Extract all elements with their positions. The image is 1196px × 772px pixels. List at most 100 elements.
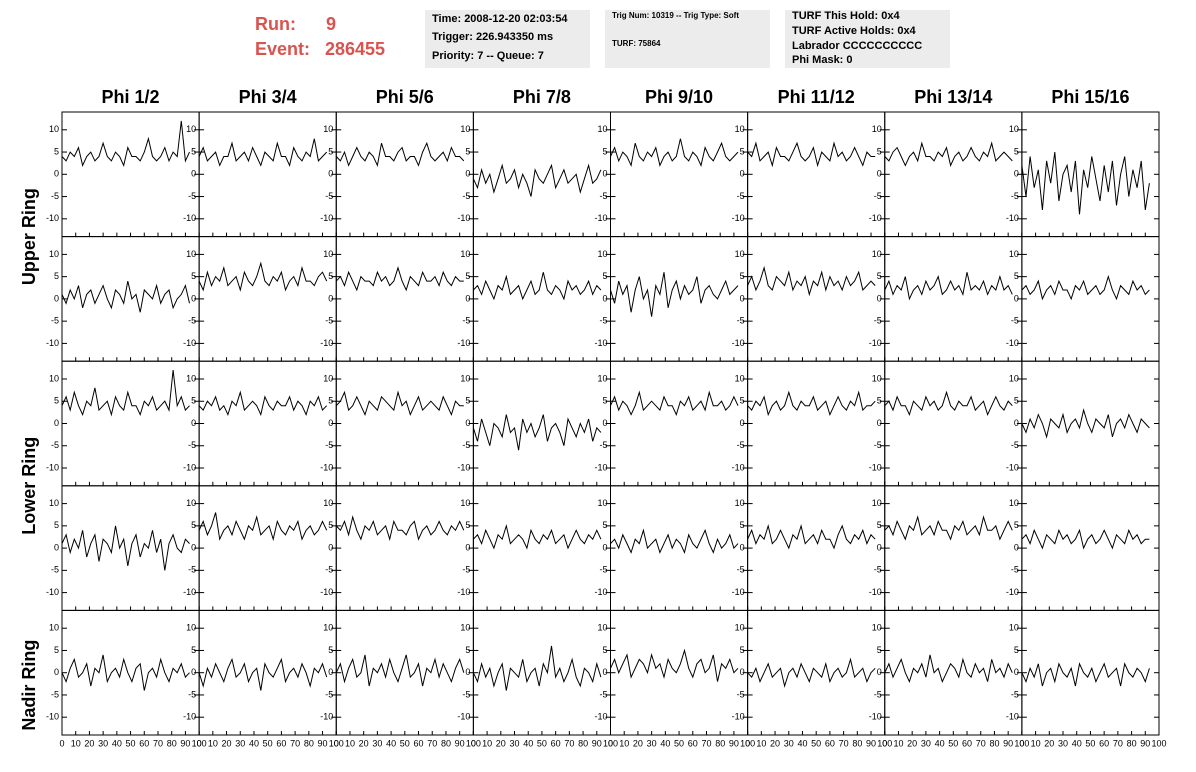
y-tick-label: 0 <box>602 169 607 179</box>
waveform <box>610 138 739 168</box>
y-tick-label: -5 <box>599 689 607 699</box>
y-tick-label: 10 <box>186 498 196 508</box>
y-tick-label: 0 <box>1014 293 1019 303</box>
y-tick-label: 0 <box>877 667 882 677</box>
y-tick-label: -5 <box>1011 316 1019 326</box>
y-tick-label: 0 <box>54 418 59 428</box>
waveform <box>335 515 465 542</box>
turf-hold: TURF This Hold: 0x4 <box>792 10 900 22</box>
y-tick-label: 0 <box>54 667 59 677</box>
x-tick-label: 50 <box>126 738 136 748</box>
row-title: Lower Ring <box>19 437 39 535</box>
y-tick-label: 5 <box>191 520 196 530</box>
x-tick-label: 60 <box>688 738 698 748</box>
y-tick-label: 0 <box>465 418 470 428</box>
y-tick-label: -5 <box>325 689 333 699</box>
event-number: 286455 <box>325 39 385 59</box>
panel-frame <box>747 111 886 238</box>
y-tick-label: -10 <box>46 587 59 597</box>
panel-frame <box>335 609 474 736</box>
y-tick-label: 5 <box>877 645 882 655</box>
y-tick-label: 10 <box>1009 124 1019 134</box>
y-tick-label: 10 <box>597 373 607 383</box>
x-tick-label: 60 <box>139 738 149 748</box>
waveform <box>198 512 328 542</box>
x-tick-label: 30 <box>1058 738 1068 748</box>
y-tick-label: -10 <box>183 213 196 223</box>
y-tick-label: -5 <box>51 565 59 575</box>
waveform <box>747 390 876 417</box>
y-tick-label: 10 <box>597 498 607 508</box>
y-tick-label: -5 <box>188 191 196 201</box>
y-tick-label: -10 <box>1006 712 1019 722</box>
y-tick-label: -5 <box>874 689 882 699</box>
y-tick-label: -5 <box>325 316 333 326</box>
y-tick-label: 0 <box>602 293 607 303</box>
waveform <box>335 390 464 417</box>
y-tick-label: 0 <box>191 293 196 303</box>
y-tick-label: -10 <box>320 462 333 472</box>
x-tick-label: 10 <box>482 738 492 748</box>
y-tick-label: -5 <box>51 316 59 326</box>
x-tick-label: 50 <box>674 738 684 748</box>
y-tick-label: 10 <box>323 249 333 259</box>
time: Time: 2008-12-20 02:03:54 <box>432 13 568 25</box>
x-tick-label: 40 <box>935 738 945 748</box>
y-tick-label: 5 <box>740 396 745 406</box>
y-tick-label: -5 <box>1011 689 1019 699</box>
y-tick-label: 10 <box>460 124 470 134</box>
waveform <box>610 390 739 417</box>
waveform <box>335 266 464 292</box>
waveform <box>61 370 190 417</box>
y-tick-label: 5 <box>602 146 607 156</box>
y-tick-label: 5 <box>1014 271 1019 281</box>
y-tick-label: 0 <box>465 542 470 552</box>
panel-frame <box>747 360 886 487</box>
trigger: Trigger: 226.943350 ms <box>432 31 553 43</box>
x-tick-label: 50 <box>948 738 958 748</box>
column-title: Phi 13/14 <box>914 87 992 107</box>
y-tick-label: 0 <box>328 169 333 179</box>
x-tick-label: 30 <box>235 738 245 748</box>
y-tick-label: -5 <box>188 565 196 575</box>
y-tick-label: 0 <box>191 667 196 677</box>
y-tick-label: -5 <box>325 565 333 575</box>
y-tick-label: 10 <box>323 124 333 134</box>
x-tick-label: 10 <box>71 738 81 748</box>
y-tick-label: -5 <box>1011 191 1019 201</box>
row-title: Nadir Ring <box>19 640 39 731</box>
x-tick-label: 10 <box>208 738 218 748</box>
x-tick-label: 20 <box>222 738 232 748</box>
x-tick-label: 10 <box>756 738 766 748</box>
x-tick-label: 40 <box>249 738 259 748</box>
y-tick-label: 0 <box>1014 418 1019 428</box>
y-tick-label: 5 <box>54 520 59 530</box>
waveform <box>198 138 328 167</box>
x-tick-label: 20 <box>84 738 94 748</box>
y-tick-label: 5 <box>465 645 470 655</box>
y-tick-label: 0 <box>602 418 607 428</box>
x-tick-label: 90 <box>1003 738 1013 748</box>
y-tick-label: 5 <box>877 520 882 530</box>
x-tick-label: 30 <box>647 738 657 748</box>
y-tick-label: 5 <box>465 520 470 530</box>
x-tick-label: 40 <box>660 738 670 748</box>
x-tick-label: 100 <box>740 738 755 748</box>
run-label: Run: <box>255 14 296 34</box>
y-tick-label: -5 <box>462 316 470 326</box>
y-tick-label: -5 <box>325 191 333 201</box>
x-tick-label: 20 <box>770 738 780 748</box>
panel-frame <box>884 236 1023 362</box>
y-tick-label: -10 <box>732 712 745 722</box>
y-tick-label: 5 <box>328 146 333 156</box>
y-tick-label: -10 <box>320 338 333 348</box>
y-tick-label: -5 <box>737 440 745 450</box>
y-tick-label: -5 <box>462 565 470 575</box>
x-tick-label: 0 <box>197 738 202 748</box>
x-tick-label: 90 <box>455 738 465 748</box>
y-tick-label: 10 <box>872 124 882 134</box>
y-tick-label: -5 <box>599 440 607 450</box>
y-tick-label: 10 <box>323 373 333 383</box>
y-tick-label: -10 <box>869 213 882 223</box>
